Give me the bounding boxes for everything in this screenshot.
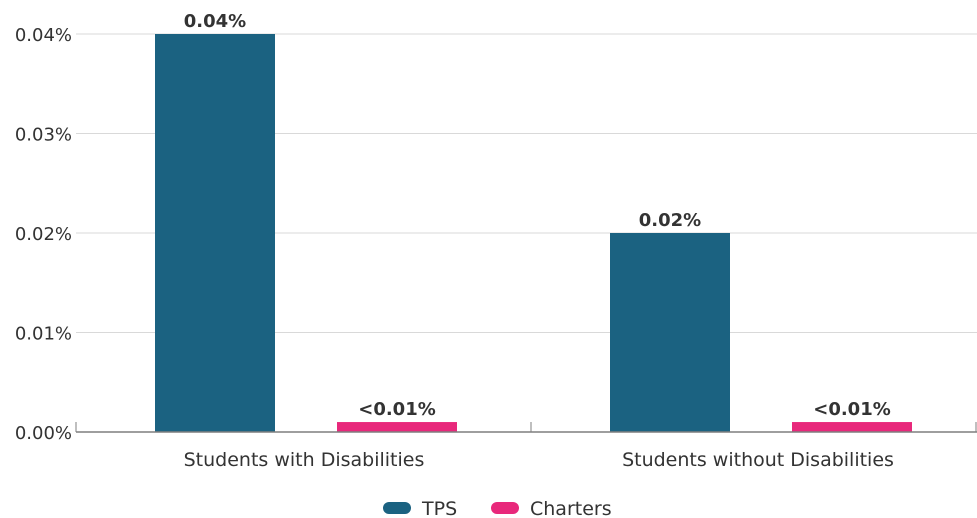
legend-label-tps: TPS xyxy=(421,498,457,518)
data-labels: 0.04% <0.01% 0.02% <0.01% xyxy=(184,11,891,420)
legend-label-charters: Charters xyxy=(530,498,612,518)
legend-swatch-tps xyxy=(383,502,411,514)
y-tick-label: 0.04% xyxy=(15,25,72,46)
x-category-label: Students without Disabilities xyxy=(622,449,894,471)
bars xyxy=(155,34,912,432)
y-axis-ticks: 0.00% 0.01% 0.02% 0.03% 0.04% xyxy=(15,25,72,444)
legend: TPS Charters xyxy=(383,498,612,518)
legend-swatch-charters xyxy=(491,502,519,514)
x-axis xyxy=(75,422,977,433)
data-label: 0.04% xyxy=(184,11,246,32)
y-tick-label: 0.01% xyxy=(15,324,72,345)
bar-charters-1 xyxy=(792,422,912,432)
bar-charters-0 xyxy=(337,422,457,432)
y-tick-label: 0.00% xyxy=(15,423,72,444)
category-labels: Students with Disabilities Students witho… xyxy=(184,449,894,471)
y-tick-label: 0.03% xyxy=(15,125,72,146)
y-tick-label: 0.02% xyxy=(15,224,72,245)
bar-tps-0 xyxy=(155,34,275,432)
bar-tps-1 xyxy=(610,233,730,432)
data-label: <0.01% xyxy=(358,399,436,420)
x-category-label: Students with Disabilities xyxy=(184,449,425,471)
data-label: 0.02% xyxy=(639,210,701,231)
data-label: <0.01% xyxy=(813,399,891,420)
